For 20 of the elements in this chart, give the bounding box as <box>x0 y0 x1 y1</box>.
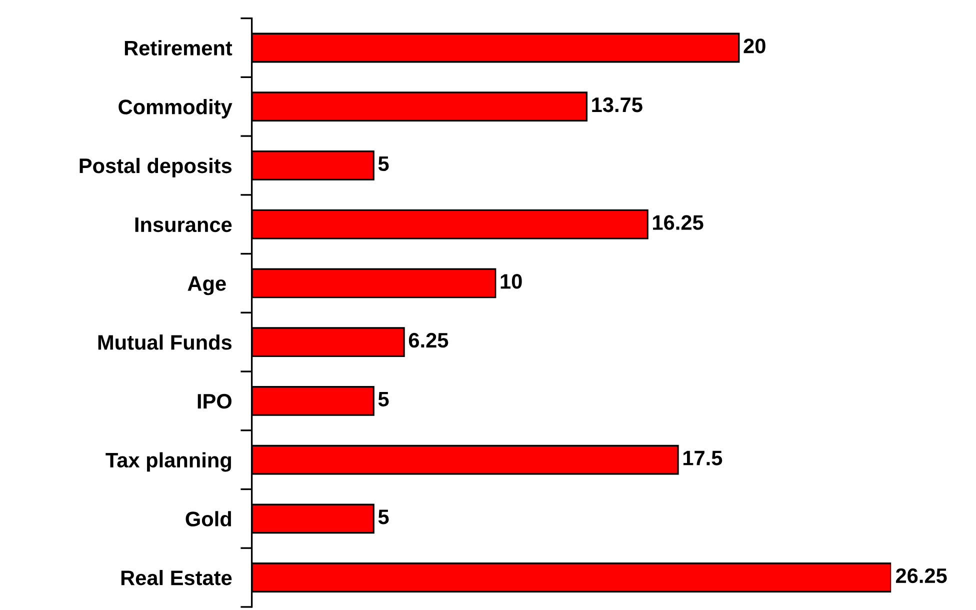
data-label: 16.25 <box>653 215 704 230</box>
data-label: 6.25 <box>408 332 448 348</box>
y-tick-label: IPO <box>198 394 232 409</box>
data-label: 5 <box>378 510 389 524</box>
data-label: 13.75 <box>592 97 642 112</box>
data-label: 10 <box>500 274 522 289</box>
data-label: 20 <box>744 38 766 54</box>
y-tick-label: Postal deposits <box>80 158 232 178</box>
y-tick-label: Age <box>188 276 226 296</box>
y-tick-label: Real Estate <box>121 570 232 586</box>
y-tick-label: Retirement <box>124 40 232 56</box>
data-label: 5 <box>378 392 389 407</box>
data-label: 26.25 <box>896 568 947 584</box>
data-label: 17.5 <box>683 450 722 466</box>
y-tick-label: Tax planning <box>106 452 231 472</box>
data-label: 5 <box>378 156 389 172</box>
y-tick-label: Insurance <box>135 218 232 232</box>
y-tick-label: Commodity <box>118 99 232 118</box>
y-tick-label: Gold <box>186 511 231 526</box>
y-tick-label: Mutual Funds <box>98 334 232 350</box>
